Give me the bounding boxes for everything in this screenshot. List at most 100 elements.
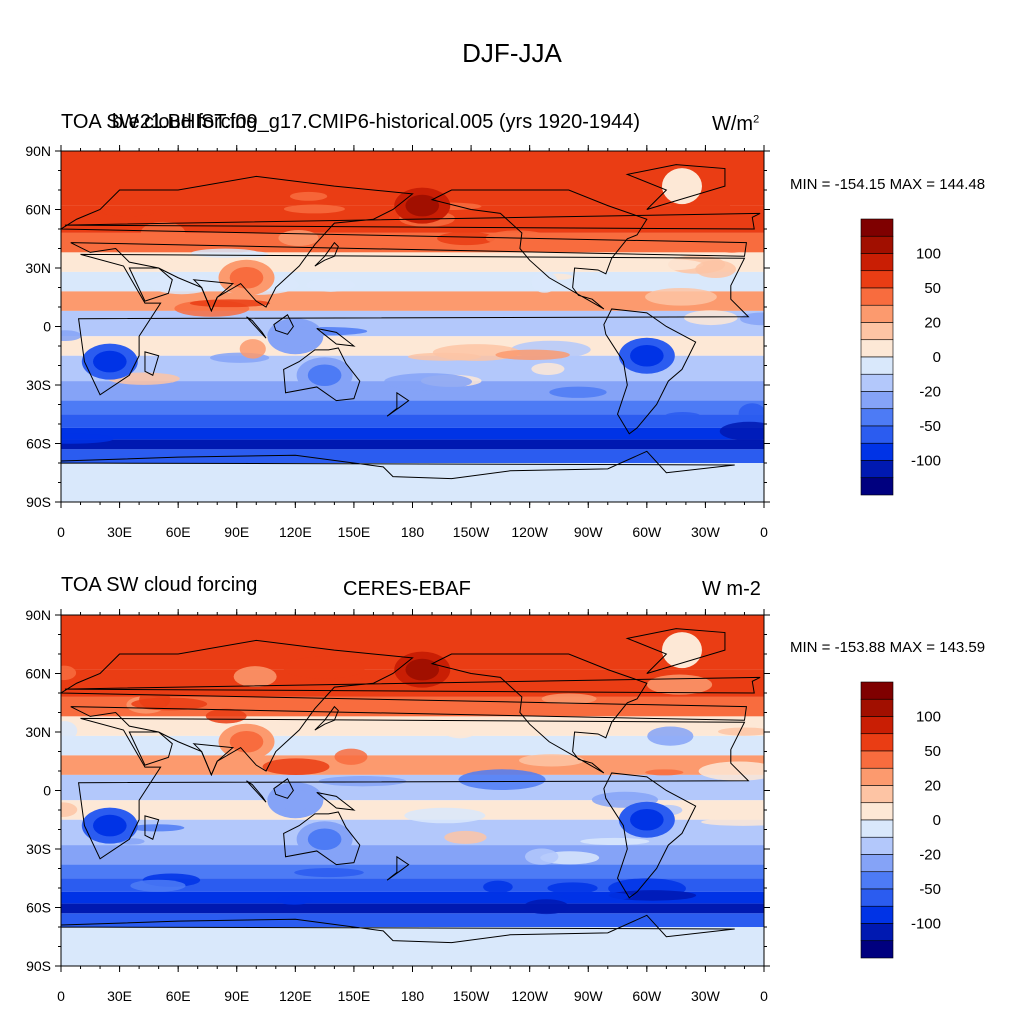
zonal-band-2: [61, 232, 764, 253]
contour-patch: [663, 412, 702, 422]
contour-patch: [61, 665, 77, 681]
zonal-band-13: [61, 903, 764, 914]
feature-greenland: [669, 639, 694, 661]
lon-label: 30W: [691, 988, 721, 1004]
colorbar-swatch: [860, 339, 894, 358]
colorbar-label: -20: [919, 847, 941, 864]
panel2-min-max: MIN = -153.88 MAX = 143.59: [790, 639, 986, 656]
zonal-band-15: [61, 927, 764, 966]
contour-patch: [131, 697, 208, 711]
contour-patch: [715, 233, 749, 253]
lat-label: 90S: [26, 494, 51, 510]
lon-label: 120E: [279, 524, 312, 540]
colorbar-label: -20: [919, 384, 941, 401]
main-title: DJF-JJA: [462, 38, 562, 68]
coastline-africa: [78, 253, 750, 396]
contour-patch: [695, 260, 737, 279]
lon-label: 60W: [632, 988, 662, 1004]
lon-label: 60E: [166, 524, 191, 540]
colorbar-swatch: [860, 270, 894, 289]
contour-patch: [130, 879, 186, 892]
contour-patch: [719, 421, 764, 441]
contour-patch: [738, 403, 764, 424]
zonal-band-14: [61, 449, 764, 463]
coastline-madagascar: [144, 351, 160, 376]
coastline-sumatra: [246, 316, 267, 339]
lon-label: 90W: [574, 988, 604, 1004]
feature-maritime-continent: [278, 789, 313, 812]
coastline-antarctica: [61, 914, 735, 966]
contour-patch: [64, 678, 141, 696]
zonal-band-6: [61, 310, 764, 337]
contour-patch: [283, 656, 366, 679]
colorbar-swatch: [860, 905, 894, 924]
lon-label: 150E: [338, 524, 371, 540]
zonal-band-15: [61, 463, 764, 502]
contour-patch: [130, 824, 185, 832]
lon-label: 150W: [453, 988, 490, 1004]
panel1-left-title: TOA SW cloud forcing: [61, 111, 258, 133]
lat-label: 90N: [25, 607, 51, 623]
coastline-s-america: [603, 308, 697, 435]
lat-label: 90N: [25, 143, 51, 159]
contour-patch: [283, 204, 345, 214]
coastline-borneo: [273, 778, 294, 799]
lon-label: 0: [57, 524, 65, 540]
contour-patch: [519, 754, 584, 767]
colorbar-label: 0: [933, 349, 941, 366]
contour-patch: [437, 231, 496, 246]
contour-patch: [608, 890, 697, 901]
lat-label: 60N: [25, 666, 51, 682]
coastline-new-guinea: [316, 327, 356, 347]
zonal-band-10: [61, 864, 764, 879]
feature-south-america: [630, 808, 664, 831]
colorbar-label: 20: [924, 778, 941, 795]
contour-patch: [698, 761, 764, 781]
colorbar-swatch: [860, 253, 894, 272]
colorbar-swatch: [860, 888, 894, 907]
map-panel-2: 90N 60N 30N 0 30S 60S 90S 0 30E 60E 90E 120E 150E 180…: [25, 607, 770, 1004]
coastline-uk: [64, 676, 761, 694]
zonal-band-10: [61, 400, 764, 415]
contour-patch: [646, 674, 713, 695]
contour-patch: [289, 191, 328, 201]
zonal-band-6: [61, 774, 764, 801]
contour-patch: [580, 837, 650, 846]
coastline-australia: [283, 811, 361, 866]
lon-label: 60W: [632, 524, 662, 540]
colorbar-swatch: [860, 477, 894, 496]
contour-patch: [140, 221, 185, 244]
contour-patch: [318, 776, 407, 787]
lon-label: 150E: [338, 988, 371, 1004]
contour-patch: [549, 386, 607, 398]
colorbar-swatch: [860, 716, 894, 735]
panel2-units: W m-2: [702, 578, 761, 600]
colorbar-swatch: [860, 442, 894, 461]
colorbar-swatch: [860, 940, 894, 959]
contour-patch: [458, 769, 546, 790]
colorbar-swatch: [860, 287, 894, 306]
lon-label: 120W: [511, 988, 548, 1004]
contour-patch: [739, 312, 764, 326]
feature-south-asia: [229, 266, 264, 289]
lat-label: 30S: [26, 841, 51, 857]
coastline-arabia: [128, 267, 173, 302]
colorbar-swatch: [860, 218, 894, 237]
coastline-greenland: [625, 164, 726, 210]
lat-label: 60S: [26, 436, 51, 452]
colorbar-swatch: [860, 733, 894, 752]
panel1-min-max: MIN = -154.15 MAX = 144.48: [790, 176, 986, 193]
lon-label: 30E: [107, 988, 132, 1004]
contour-patch: [61, 721, 78, 741]
contour-patch: [149, 272, 215, 295]
contour-patch: [205, 708, 247, 724]
lat-label: 0: [43, 319, 51, 335]
contour-patch: [645, 769, 684, 776]
coastline-new-zealand: [386, 391, 410, 417]
coastline-japan: [314, 241, 339, 267]
colorbar-1: 100 50 20 0 -20 -50 -100: [860, 218, 941, 496]
lon-label: 30W: [691, 524, 721, 540]
coastline-n-america: [430, 189, 648, 310]
contour-patch: [684, 310, 738, 326]
